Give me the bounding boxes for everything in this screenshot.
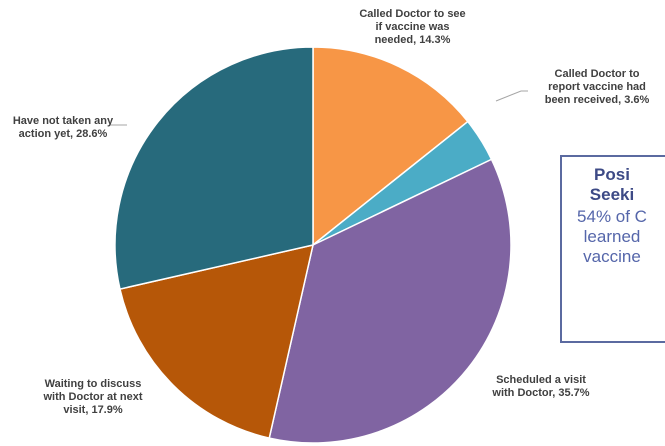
callout-title: Posi Seeki [589, 165, 635, 204]
pie-slice-5 [114, 46, 314, 290]
pie-slice-1 [312, 46, 469, 247]
slice-label-4: Waiting to discuss with Doctor at next v… [43, 378, 143, 416]
callout-box: Posi Seeki 54% of C learned vaccine [560, 155, 665, 343]
pie-slice-3 [268, 158, 512, 444]
leader-lines [110, 90, 528, 126]
pie-slice-4 [119, 244, 314, 439]
slice-label-2: Called Doctor to report vaccine had been… [544, 68, 650, 106]
slice-label-3: Scheduled a visit with Doctor, 35.7% [492, 374, 590, 399]
slice-label-5: Have not taken any action yet, 28.6% [12, 115, 114, 140]
leader-line-2 [495, 90, 528, 102]
callout-body: 54% of C learned vaccine [577, 207, 647, 266]
slice-label-1: Called Doctor to see if vaccine was need… [359, 8, 466, 46]
pie-slices [114, 46, 512, 444]
